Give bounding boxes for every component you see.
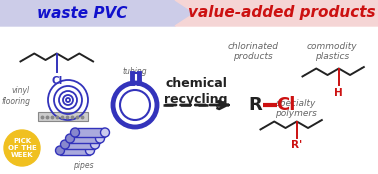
Text: Cl: Cl xyxy=(51,76,62,85)
Text: waste PVC: waste PVC xyxy=(37,6,127,21)
FancyBboxPatch shape xyxy=(65,140,95,149)
Ellipse shape xyxy=(60,140,70,149)
Text: specialty
polymers: specialty polymers xyxy=(275,99,317,118)
Text: vinyl
flooring: vinyl flooring xyxy=(1,86,30,106)
Text: recycling: recycling xyxy=(164,93,228,106)
Ellipse shape xyxy=(85,146,94,155)
Ellipse shape xyxy=(96,134,104,143)
Ellipse shape xyxy=(56,146,65,155)
Text: commodity
plastics: commodity plastics xyxy=(307,42,357,61)
Text: R: R xyxy=(248,96,262,114)
Circle shape xyxy=(4,130,40,166)
FancyBboxPatch shape xyxy=(75,128,105,137)
Polygon shape xyxy=(175,0,378,26)
Ellipse shape xyxy=(90,140,99,149)
Text: chlorinated
products: chlorinated products xyxy=(228,42,279,61)
Ellipse shape xyxy=(101,128,110,137)
Text: tubing: tubing xyxy=(123,67,147,76)
Circle shape xyxy=(120,90,150,120)
FancyBboxPatch shape xyxy=(70,134,100,143)
Text: R': R' xyxy=(291,140,302,151)
Text: Cl: Cl xyxy=(276,96,296,114)
Text: H: H xyxy=(335,88,343,97)
Text: value-added products: value-added products xyxy=(188,6,376,21)
FancyBboxPatch shape xyxy=(60,146,90,155)
Text: pipes: pipes xyxy=(73,161,93,170)
Text: chemical: chemical xyxy=(165,77,227,90)
Ellipse shape xyxy=(65,134,74,143)
Text: PICK
OF THE
WEEK: PICK OF THE WEEK xyxy=(8,138,36,158)
FancyBboxPatch shape xyxy=(38,112,88,121)
Ellipse shape xyxy=(71,128,79,137)
Polygon shape xyxy=(0,0,195,26)
